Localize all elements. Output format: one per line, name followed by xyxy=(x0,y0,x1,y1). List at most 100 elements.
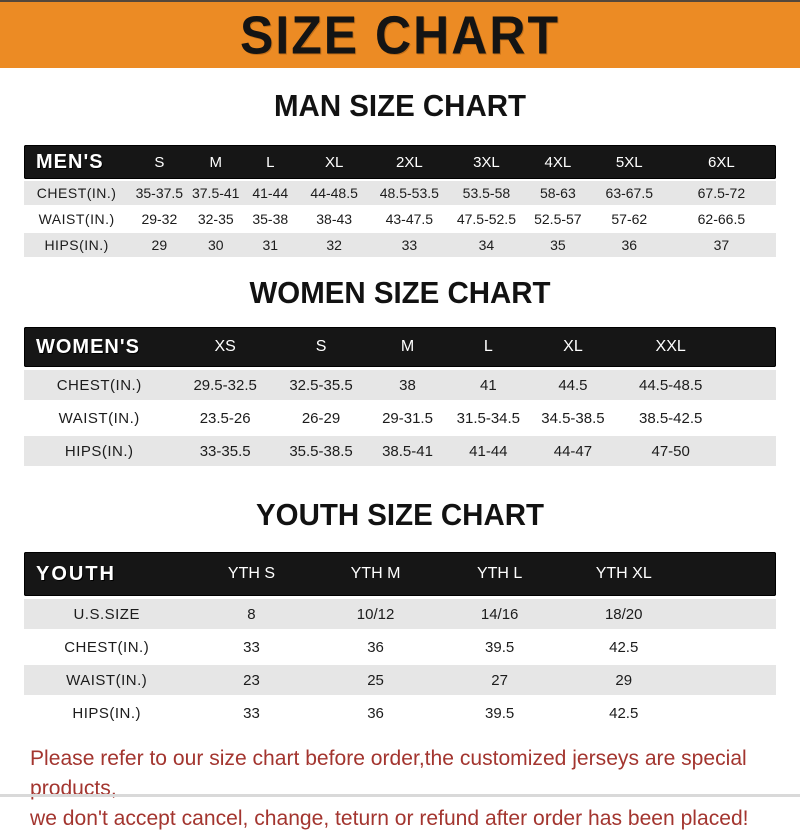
table-row: HIPS(IN.) 33 36 39.5 42.5 xyxy=(24,698,776,728)
size-column-header: XL xyxy=(563,338,583,355)
measurement-value: 42.5 xyxy=(609,704,639,722)
youth-section-title: YOUTH SIZE CHART xyxy=(256,497,544,532)
table-header-row: MEN'S S M L XL 2XL 3XL 4XL 5XL 6XL xyxy=(24,145,776,179)
section-women: WOMEN SIZE CHART WOMEN'S XS S M L XL XXL CHEST(… xyxy=(0,257,800,466)
measurement-value: 30 xyxy=(207,237,224,253)
measurement-value: 29-31.5 xyxy=(382,409,433,427)
measurement-value: 52.5-57 xyxy=(534,211,582,227)
table-row: CHEST(IN.) 35-37.5 37.5-41 41-44 44-48.5 48.5… xyxy=(24,181,776,205)
measurement-value: 18/20 xyxy=(604,605,643,623)
table-row: CHEST(IN.) 33 36 39.5 42.5 xyxy=(24,632,776,662)
measurement-value: 35-37.5 xyxy=(135,185,184,201)
measurement-value: 10/12 xyxy=(356,605,395,623)
table-title-cell: YOUTH xyxy=(36,562,116,585)
measurement-value: 23 xyxy=(243,671,260,689)
row-label: WAIST(IN.) xyxy=(58,409,140,427)
measurement-value: 53.5-58 xyxy=(462,185,511,201)
measurement-value: 36 xyxy=(367,704,384,722)
measurement-value: 63-67.5 xyxy=(605,185,654,201)
size-column-header: L xyxy=(266,153,275,171)
row-label: HIPS(IN.) xyxy=(44,237,109,253)
measurement-value: 44.5-48.5 xyxy=(638,376,703,394)
measurement-value: 26-29 xyxy=(301,409,341,427)
row-label: CHEST(IN.) xyxy=(36,185,117,201)
section-youth: YOUTH SIZE CHART YOUTH YTH S YTH M YTH L YTH… xyxy=(0,466,800,728)
size-column-header: YTH L xyxy=(476,565,523,582)
size-column-header: XS xyxy=(214,338,236,355)
table-row: WAIST(IN.) 23.5-26 26-29 29-31.5 31.5-34.5 34… xyxy=(24,403,776,433)
measurement-value: 47.5-52.5 xyxy=(456,211,516,227)
size-column-header: XXL xyxy=(655,338,686,355)
footer-note-line-1: Please refer to our size chart before or… xyxy=(30,746,747,800)
measurement-value: 14/16 xyxy=(480,605,519,623)
measurement-value: 33 xyxy=(401,237,418,253)
row-label: CHEST(IN.) xyxy=(64,638,150,656)
size-column-header: S xyxy=(154,153,165,171)
measurement-value: 35-38 xyxy=(252,211,289,227)
size-column-header: 6XL xyxy=(708,153,735,171)
table-title-cell: MEN'S xyxy=(36,150,104,173)
measurement-value: 37 xyxy=(713,237,730,253)
measurement-value: 38 xyxy=(399,376,416,394)
table-row: HIPS(IN.) 33-35.5 35.5-38.5 38.5-41 41-44 44-… xyxy=(24,436,776,466)
women-section-title: WOMEN SIZE CHART xyxy=(249,275,551,310)
table-row: WAIST(IN.) 29-32 32-35 35-38 38-43 43-47.5 47.… xyxy=(24,207,776,231)
measurement-value: 44-47 xyxy=(553,442,593,460)
row-label: HIPS(IN.) xyxy=(64,442,134,460)
table-row: CHEST(IN.) 29.5-32.5 32.5-35.5 38 41 44.5 44.5… xyxy=(24,370,776,400)
youth-size-table: YOUTH YTH S YTH M YTH L YTH XL U.S.SIZE 8 10/12… xyxy=(24,552,776,728)
measurement-value: 29-32 xyxy=(141,211,178,227)
measurement-value: 41-44 xyxy=(469,442,508,460)
measurement-value: 29 xyxy=(151,237,168,253)
measurement-value: 37.5-41 xyxy=(191,185,240,201)
measurement-value: 42.5 xyxy=(609,638,639,656)
measurement-value: 41 xyxy=(479,376,497,394)
measurement-value: 33 xyxy=(243,704,260,722)
banner-title: SIZE CHART xyxy=(240,4,560,66)
measurement-value: 38.5-42.5 xyxy=(638,409,703,427)
size-column-header: M xyxy=(209,153,222,171)
size-chart-banner: SIZE CHART xyxy=(0,0,800,68)
row-label: CHEST(IN.) xyxy=(56,376,142,394)
size-column-header: YTH XL xyxy=(595,565,652,582)
measurement-value: 47-50 xyxy=(651,442,690,460)
size-column-header: 4XL xyxy=(544,153,572,171)
size-column-header: L xyxy=(483,338,493,355)
measurement-value: 29 xyxy=(615,671,633,689)
measurement-value: 32-35 xyxy=(197,211,234,227)
measurement-value: 35 xyxy=(550,237,566,253)
measurement-value: 33-35.5 xyxy=(199,442,251,460)
size-column-header: YTH M xyxy=(350,565,401,582)
measurement-value: 31.5-34.5 xyxy=(456,409,521,427)
section-men: MAN SIZE CHART MEN'S S M L XL 2XL 3XL 4XL 5XL 6XL… xyxy=(0,68,800,257)
measurement-value: 23.5-26 xyxy=(199,409,251,427)
men-section-title: MAN SIZE CHART xyxy=(274,88,526,123)
table-row: WAIST(IN.) 23 25 27 29 xyxy=(24,665,776,695)
measurement-value: 41-44 xyxy=(252,185,289,201)
measurement-value: 32 xyxy=(326,237,342,253)
size-column-header: YTH S xyxy=(227,565,276,582)
size-column-header: 5XL xyxy=(615,153,643,171)
measurement-value: 36 xyxy=(621,237,638,253)
measurement-value: 32.5-35.5 xyxy=(289,376,353,394)
measurement-value: 58-63 xyxy=(539,185,576,201)
measurement-value: 44-48.5 xyxy=(310,185,358,201)
size-column-header: XL xyxy=(324,153,344,171)
row-label: HIPS(IN.) xyxy=(72,704,142,722)
measurement-value: 25 xyxy=(367,671,384,689)
measurement-value: 39.5 xyxy=(485,704,515,722)
measurement-value: 34 xyxy=(478,237,495,253)
measurement-value: 67.5-72 xyxy=(697,185,746,201)
footer-note-line-2: we don't accept cancel, change, teturn o… xyxy=(30,806,749,830)
measurement-value: 33 xyxy=(243,638,260,656)
table-header-row: WOMEN'S XS S M L XL XXL xyxy=(24,327,776,367)
measurement-value: 62-66.5 xyxy=(697,211,746,227)
table-title-cell: WOMEN'S xyxy=(36,335,140,358)
size-column-header: S xyxy=(315,338,327,355)
measurement-value: 35.5-38.5 xyxy=(289,442,353,460)
measurement-value: 36 xyxy=(367,638,384,656)
measurement-value: 8 xyxy=(247,605,256,623)
row-label: WAIST(IN.) xyxy=(66,671,148,689)
women-size-table: WOMEN'S XS S M L XL XXL CHEST(IN.) 29.5-32.5 32.5… xyxy=(24,327,776,466)
